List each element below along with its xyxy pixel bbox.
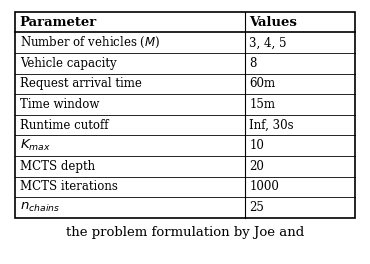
Text: Number of vehicles ($\mathit{M}$): Number of vehicles ($\mathit{M}$) (20, 35, 160, 50)
Text: Inf, 30s: Inf, 30s (249, 119, 294, 132)
Text: Runtime cutoff: Runtime cutoff (20, 119, 108, 132)
Text: 10: 10 (249, 139, 264, 152)
Text: Vehicle capacity: Vehicle capacity (20, 57, 116, 70)
Bar (15, 12, 355, 218)
Text: 8: 8 (249, 57, 257, 70)
Text: Parameter: Parameter (20, 16, 97, 29)
Text: 20: 20 (249, 160, 264, 173)
Text: MCTS depth: MCTS depth (20, 160, 95, 173)
Text: MCTS iterations: MCTS iterations (20, 180, 118, 194)
Text: 1000: 1000 (249, 180, 279, 194)
Text: 15m: 15m (249, 98, 275, 111)
Text: the problem formulation by Joe and: the problem formulation by Joe and (66, 226, 304, 239)
Text: Values: Values (249, 16, 297, 29)
Text: 60m: 60m (249, 77, 276, 91)
Text: Time window: Time window (20, 98, 99, 111)
Text: $\mathit{K}_{max}$: $\mathit{K}_{max}$ (20, 138, 51, 153)
Text: $\mathit{n}_{chains}$: $\mathit{n}_{chains}$ (20, 201, 60, 214)
Text: 25: 25 (249, 201, 264, 214)
Text: 3, 4, 5: 3, 4, 5 (249, 36, 287, 49)
Text: Request arrival time: Request arrival time (20, 77, 141, 91)
